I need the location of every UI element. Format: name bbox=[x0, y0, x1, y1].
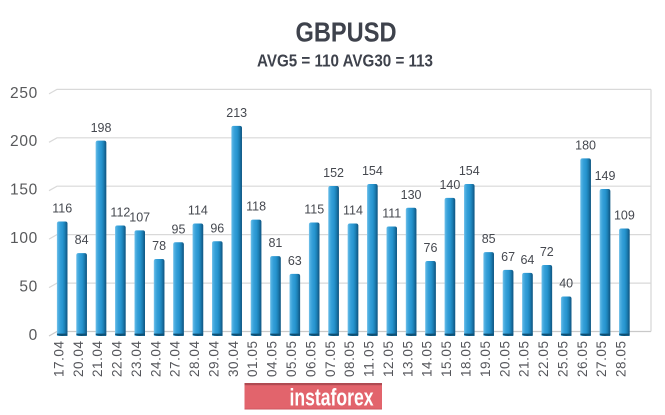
svg-text:100: 100 bbox=[10, 230, 38, 247]
svg-text:250: 250 bbox=[10, 85, 38, 102]
svg-text:150: 150 bbox=[10, 182, 38, 199]
svg-text:24.04: 24.04 bbox=[148, 341, 163, 377]
svg-text:29.04: 29.04 bbox=[207, 341, 222, 377]
svg-text:AVG5 = 110 AVG30 = 113: AVG5 = 110 AVG30 = 113 bbox=[257, 51, 433, 71]
svg-text:26.05: 26.05 bbox=[575, 341, 590, 377]
svg-text:152: 152 bbox=[323, 166, 344, 180]
svg-text:27.05: 27.05 bbox=[594, 341, 609, 377]
svg-text:13.05: 13.05 bbox=[400, 341, 415, 377]
svg-text:154: 154 bbox=[362, 164, 383, 178]
svg-text:21.05: 21.05 bbox=[517, 341, 532, 377]
svg-text:21.04: 21.04 bbox=[90, 341, 105, 377]
svg-text:213: 213 bbox=[226, 106, 247, 120]
svg-text:14.05: 14.05 bbox=[420, 341, 435, 377]
svg-text:85: 85 bbox=[482, 232, 496, 246]
svg-text:20.05: 20.05 bbox=[497, 341, 512, 377]
svg-text:109: 109 bbox=[614, 209, 635, 223]
svg-text:19.05: 19.05 bbox=[478, 341, 493, 377]
svg-text:149: 149 bbox=[595, 169, 616, 183]
svg-text:200: 200 bbox=[10, 133, 38, 150]
svg-text:198: 198 bbox=[91, 121, 112, 135]
svg-text:23.04: 23.04 bbox=[129, 341, 144, 377]
svg-text:GBPUSD: GBPUSD bbox=[296, 17, 397, 48]
svg-text:114: 114 bbox=[343, 204, 363, 218]
svg-text:81: 81 bbox=[268, 236, 282, 250]
svg-text:12.05: 12.05 bbox=[381, 341, 396, 377]
svg-text:05.05: 05.05 bbox=[284, 341, 299, 377]
svg-text:01.05: 01.05 bbox=[245, 341, 260, 377]
svg-text:25.05: 25.05 bbox=[555, 341, 570, 377]
svg-text:04.05: 04.05 bbox=[265, 341, 280, 377]
svg-text:112: 112 bbox=[110, 206, 130, 220]
svg-text:76: 76 bbox=[424, 241, 438, 255]
svg-text:72: 72 bbox=[540, 245, 554, 259]
svg-text:11.05: 11.05 bbox=[362, 341, 377, 377]
svg-text:instaforex: instaforex bbox=[290, 385, 374, 412]
svg-text:180: 180 bbox=[575, 139, 596, 153]
svg-text:84: 84 bbox=[75, 233, 89, 247]
svg-text:115: 115 bbox=[304, 203, 324, 217]
svg-text:95: 95 bbox=[172, 222, 186, 236]
svg-text:30.04: 30.04 bbox=[226, 341, 241, 377]
svg-text:08.05: 08.05 bbox=[342, 341, 357, 377]
svg-text:140: 140 bbox=[439, 178, 460, 192]
svg-text:0: 0 bbox=[29, 327, 38, 344]
svg-text:107: 107 bbox=[129, 211, 150, 225]
svg-text:50: 50 bbox=[19, 279, 38, 296]
svg-text:130: 130 bbox=[401, 188, 422, 202]
svg-text:114: 114 bbox=[188, 204, 208, 218]
svg-text:28.05: 28.05 bbox=[614, 341, 629, 377]
svg-text:15.05: 15.05 bbox=[439, 341, 454, 377]
svg-text:17.04: 17.04 bbox=[51, 341, 66, 377]
svg-text:06.05: 06.05 bbox=[303, 341, 318, 377]
svg-text:118: 118 bbox=[246, 200, 266, 214]
svg-text:96: 96 bbox=[210, 221, 224, 235]
svg-text:22.04: 22.04 bbox=[110, 341, 125, 377]
svg-text:63: 63 bbox=[288, 254, 302, 268]
svg-text:154: 154 bbox=[459, 164, 480, 178]
svg-text:07.05: 07.05 bbox=[323, 341, 338, 377]
svg-text:67: 67 bbox=[501, 250, 515, 264]
svg-text:28.04: 28.04 bbox=[187, 341, 202, 377]
svg-text:40: 40 bbox=[559, 277, 573, 291]
svg-text:78: 78 bbox=[152, 239, 166, 253]
svg-text:27.04: 27.04 bbox=[168, 341, 183, 377]
svg-text:22.05: 22.05 bbox=[536, 341, 551, 377]
svg-text:116: 116 bbox=[52, 202, 72, 216]
svg-text:64: 64 bbox=[520, 253, 534, 267]
svg-text:20.04: 20.04 bbox=[71, 341, 86, 377]
svg-text:111: 111 bbox=[382, 207, 401, 221]
svg-text:18.05: 18.05 bbox=[459, 341, 474, 377]
